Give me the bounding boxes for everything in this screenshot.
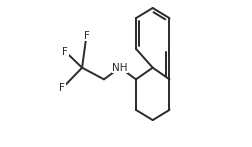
Text: F: F [62, 47, 68, 57]
Text: F: F [59, 83, 65, 93]
Text: NH: NH [112, 63, 127, 73]
Text: F: F [83, 31, 89, 41]
